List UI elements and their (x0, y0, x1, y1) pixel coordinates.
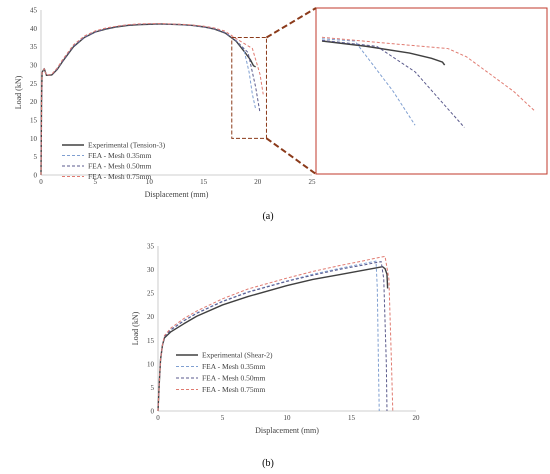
chart-b-legend-label: Experimental (Shear-2) (202, 351, 273, 360)
caption-b: (b) (262, 458, 274, 469)
chart-b-x-tick-label: 0 (156, 414, 160, 422)
chart-a-y-tick-label: 35 (30, 43, 38, 51)
chart-b-y-tick-label: 20 (147, 313, 155, 321)
chart-a-x-tick-label: 10 (146, 178, 154, 186)
chart-a-legend-label: FEA - Mesh 0.35mm (88, 151, 152, 160)
inset-connector-top (265, 7, 317, 39)
chart-a-legend-label: FEA - Mesh 0.50mm (88, 162, 152, 171)
chart-a-y-tick-label: 25 (30, 80, 38, 88)
inset-series-line (321, 40, 446, 66)
chart-a-y-tick-label: 5 (34, 153, 38, 161)
chart-b-series-line (157, 260, 380, 412)
caption-a: (a) (262, 211, 273, 222)
chart-b-legend-label: FEA - Mesh 0.35mm (202, 362, 266, 371)
chart-b-y-tick-label: 35 (147, 243, 155, 251)
chart-a-x-tick-label: 25 (309, 178, 317, 186)
chart-b-y-tick-label: 30 (147, 266, 155, 274)
chart-a-x-tick-label: 5 (93, 178, 97, 186)
inset-series-line (321, 36, 536, 113)
chart-b-legend-label: FEA - Mesh 0.75mm (202, 385, 266, 394)
chart-b-legend-label: FEA - Mesh 0.50mm (202, 374, 266, 383)
chart-a-y-tick-label: 45 (30, 7, 38, 15)
chart-b-x-tick-label: 10 (284, 414, 292, 422)
chart-a-x-axis-label: Displacement (mm) (145, 190, 209, 199)
chart-b-y-axis-label: Load (kN) (131, 311, 140, 345)
zoom-inset (265, 7, 548, 175)
chart-b-series-line (157, 261, 388, 412)
chart-a-y-tick-label: 20 (30, 98, 38, 106)
chart-b-y-tick-label: 0 (151, 408, 155, 416)
chart-a-x-tick-label: 15 (200, 178, 208, 186)
chart-b-x-axis-label: Displacement (mm) (255, 426, 319, 435)
inset-connector-bottom (265, 137, 317, 175)
chart-b-y-tick-label: 5 (151, 384, 155, 392)
chart-a-y-tick-label: 15 (30, 117, 38, 125)
chart-b-x-tick-label: 20 (413, 414, 421, 422)
chart-a-y-axis-label: Load (kN) (14, 75, 23, 109)
chart-a-x-tick-label: 0 (39, 178, 43, 186)
chart-a-y-tick-label: 30 (30, 62, 38, 70)
chart-a-y-tick-label: 40 (30, 25, 38, 33)
chart-b-x-tick-label: 5 (221, 414, 225, 422)
chart-panel-a: 0 5 10 15 20 25 30 35 40 45 0 5 10 15 20 25 Displacement… (14, 7, 316, 200)
chart-b-y-tick-label: 10 (147, 360, 155, 368)
chart-a-zoom-region (231, 37, 267, 139)
chart-a-legend-label: Experimental (Tension-3) (88, 141, 166, 150)
chart-a-series-line (40, 23, 264, 176)
chart-b-series-line (157, 255, 394, 412)
inset-series-line (321, 38, 416, 126)
chart-a-x-tick-label: 20 (254, 178, 262, 186)
chart-a-y-tick-label: 10 (30, 135, 38, 143)
chart-b-y-tick-label: 25 (147, 290, 155, 298)
chart-panel-b: 0 5 10 15 20 25 30 35 0 5 10 15 20 Displacement (mm) L… (131, 243, 420, 436)
inset-series-line (321, 39, 465, 128)
chart-a-y-tick-label: 0 (34, 172, 38, 180)
chart-b-x-tick-label: 15 (348, 414, 356, 422)
chart-a-legend-label: FEA - Mesh 0.75mm (88, 172, 152, 181)
chart-b-y-tick-label: 15 (147, 337, 155, 345)
